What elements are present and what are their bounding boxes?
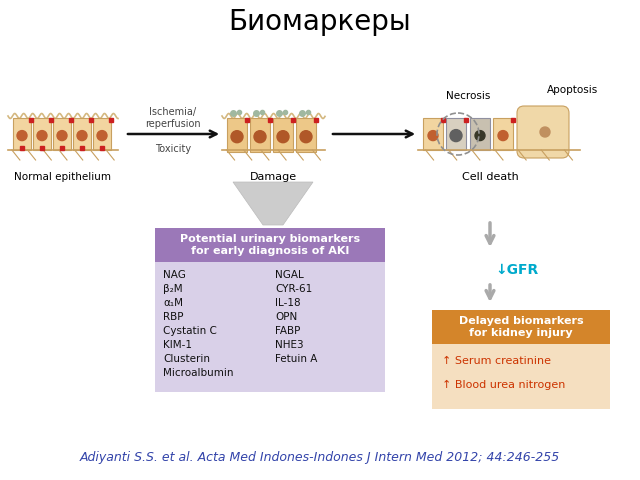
Bar [470, 118, 490, 150]
FancyBboxPatch shape [517, 106, 569, 158]
FancyBboxPatch shape [155, 228, 385, 262]
Bar [423, 118, 443, 150]
Text: OPN: OPN [275, 312, 297, 322]
Text: ↑ Serum creatinine: ↑ Serum creatinine [442, 356, 551, 366]
Circle shape [475, 131, 485, 141]
Bar [73, 118, 91, 150]
Text: Necrosis: Necrosis [446, 91, 490, 101]
Text: NGAL: NGAL [275, 270, 304, 280]
Text: Биомаркеры: Биомаркеры [228, 8, 412, 36]
Circle shape [77, 131, 87, 141]
Text: KIM-1: KIM-1 [163, 340, 192, 350]
Text: Cystatin C: Cystatin C [163, 326, 217, 336]
Circle shape [450, 130, 462, 142]
FancyBboxPatch shape [155, 262, 385, 392]
Text: FABP: FABP [275, 326, 300, 336]
Circle shape [231, 131, 243, 143]
Text: Potential urinary biomarkers
for early diagnosis of AKI: Potential urinary biomarkers for early d… [180, 234, 360, 256]
Text: IL-18: IL-18 [275, 298, 301, 308]
Text: Delayed biomarkers
for kidney injury: Delayed biomarkers for kidney injury [459, 316, 583, 338]
Circle shape [57, 131, 67, 141]
Text: ↑ Blood urea nitrogen: ↑ Blood urea nitrogen [442, 380, 565, 390]
Circle shape [17, 131, 27, 141]
Text: RBP: RBP [163, 312, 184, 322]
Bar [53, 118, 71, 150]
Circle shape [428, 131, 438, 141]
Circle shape [254, 131, 266, 143]
Circle shape [37, 131, 47, 141]
FancyBboxPatch shape [432, 344, 610, 409]
Bar [13, 118, 31, 150]
Text: β₂M: β₂M [163, 284, 182, 294]
Bar [33, 118, 51, 150]
Text: Fetuin A: Fetuin A [275, 354, 317, 364]
Text: α₁M: α₁M [163, 298, 183, 308]
Text: NHE3: NHE3 [275, 340, 303, 350]
Bar [227, 118, 247, 152]
Bar [250, 118, 270, 152]
Bar [493, 118, 513, 150]
Circle shape [300, 131, 312, 143]
Text: Normal epithelium: Normal epithelium [15, 172, 111, 182]
Text: Ischemia/
reperfusion: Ischemia/ reperfusion [145, 107, 201, 129]
Circle shape [97, 131, 107, 141]
Bar [93, 118, 111, 150]
Circle shape [540, 127, 550, 137]
Text: ↓GFR: ↓GFR [495, 263, 538, 277]
FancyBboxPatch shape [432, 310, 610, 344]
Polygon shape [233, 182, 313, 225]
Text: Toxicity: Toxicity [155, 144, 191, 154]
Bar [273, 118, 293, 152]
Bar [296, 118, 316, 152]
Text: NAG: NAG [163, 270, 186, 280]
Text: Apoptosis: Apoptosis [547, 85, 598, 95]
Text: CYR-61: CYR-61 [275, 284, 312, 294]
Text: Damage: Damage [250, 172, 297, 182]
Circle shape [277, 131, 289, 143]
Text: Cell death: Cell death [461, 172, 518, 182]
Text: Adiyanti S.S. et al. Acta Med Indones-Indones J Intern Med 2012; 44:246-255: Adiyanti S.S. et al. Acta Med Indones-In… [80, 452, 560, 465]
Circle shape [498, 131, 508, 141]
Text: Clusterin: Clusterin [163, 354, 210, 364]
Bar [446, 118, 466, 150]
Text: Microalbumin: Microalbumin [163, 368, 234, 378]
